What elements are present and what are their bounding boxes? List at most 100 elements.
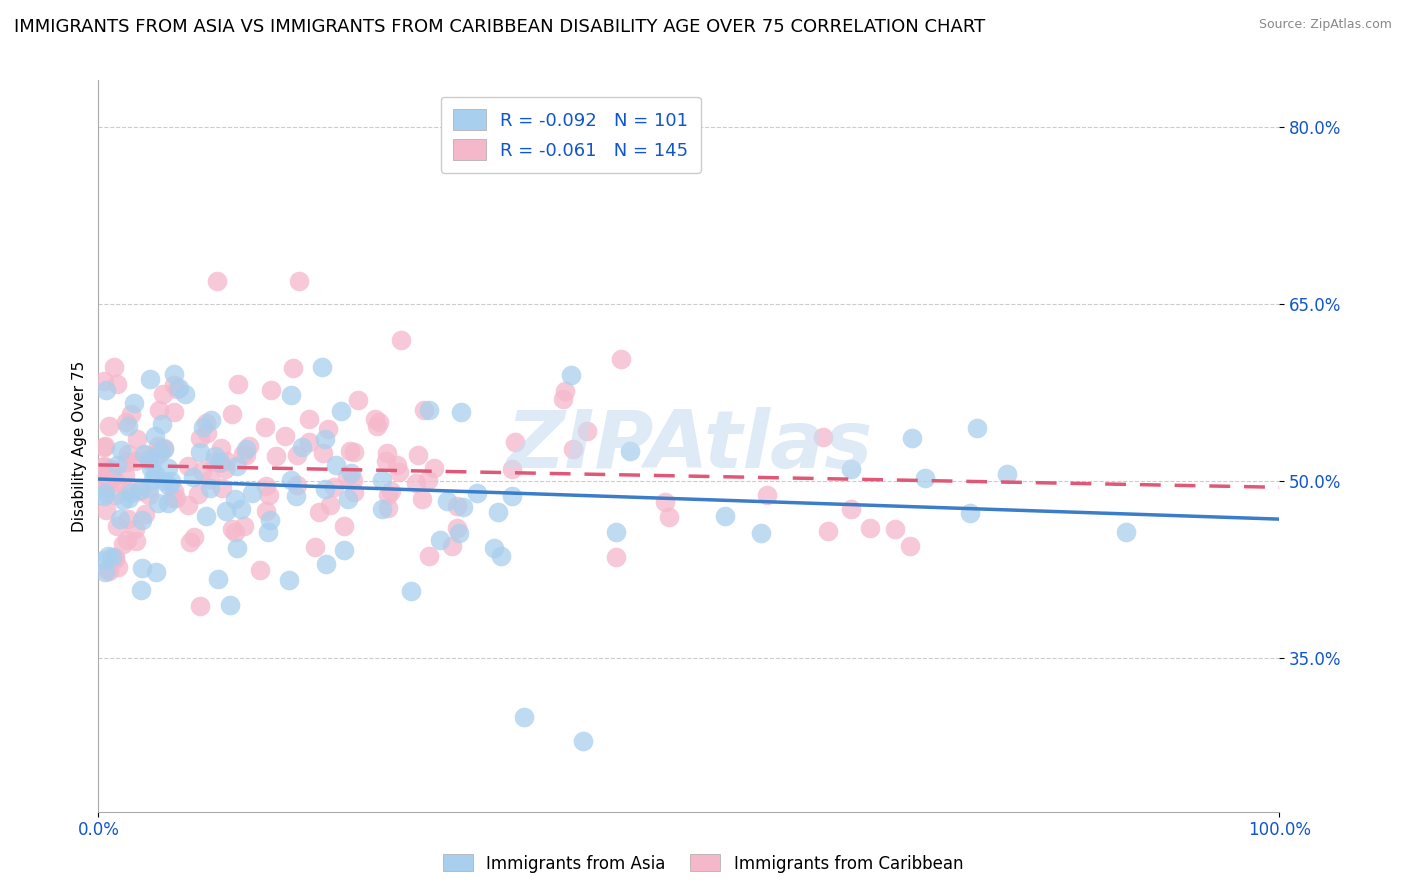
Point xyxy=(575,424,598,438)
Point xyxy=(146,439,169,453)
Point xyxy=(218,598,240,612)
Point xyxy=(859,521,882,535)
Point xyxy=(131,514,153,528)
Point xyxy=(162,367,184,381)
Point xyxy=(446,499,468,513)
Point xyxy=(298,412,321,426)
Point xyxy=(966,420,988,434)
Point xyxy=(333,518,356,533)
Point xyxy=(429,533,451,547)
Point xyxy=(98,418,121,433)
Point xyxy=(146,496,169,510)
Point xyxy=(105,458,128,473)
Point xyxy=(104,551,127,566)
Point xyxy=(322,480,344,494)
Point xyxy=(157,496,180,510)
Point xyxy=(280,388,302,402)
Point xyxy=(260,383,283,397)
Point xyxy=(93,458,115,473)
Point xyxy=(898,539,921,553)
Point xyxy=(101,549,124,564)
Point xyxy=(94,502,117,516)
Point xyxy=(377,488,399,502)
Point xyxy=(364,411,387,425)
Point xyxy=(179,534,201,549)
Point xyxy=(224,525,246,540)
Point xyxy=(108,512,131,526)
Point xyxy=(112,493,135,508)
Point xyxy=(153,442,176,457)
Point xyxy=(100,462,122,476)
Point xyxy=(839,502,862,516)
Point xyxy=(436,494,458,508)
Point xyxy=(883,522,905,536)
Point xyxy=(959,506,981,520)
Point xyxy=(105,376,128,391)
Point xyxy=(120,407,142,421)
Point xyxy=(150,417,173,432)
Point xyxy=(304,540,326,554)
Point xyxy=(332,543,354,558)
Point xyxy=(406,448,429,462)
Point xyxy=(273,429,295,443)
Point xyxy=(105,475,128,489)
Point xyxy=(153,475,176,489)
Point xyxy=(101,470,124,484)
Point xyxy=(115,455,138,469)
Point xyxy=(163,378,186,392)
Point xyxy=(188,431,211,445)
Point xyxy=(235,448,257,462)
Point xyxy=(209,456,232,470)
Point xyxy=(416,473,439,487)
Point xyxy=(165,491,187,506)
Point xyxy=(117,419,139,434)
Point xyxy=(609,351,631,366)
Point xyxy=(128,483,150,497)
Point xyxy=(188,445,211,459)
Point xyxy=(281,361,304,376)
Point xyxy=(446,521,468,535)
Point xyxy=(314,482,336,496)
Point xyxy=(138,488,160,502)
Point xyxy=(211,481,233,495)
Point xyxy=(311,360,333,375)
Point xyxy=(343,485,366,500)
Point xyxy=(195,425,218,440)
Point xyxy=(839,462,862,476)
Point xyxy=(315,557,337,571)
Point xyxy=(554,384,576,399)
Point xyxy=(340,466,363,480)
Point xyxy=(93,553,115,567)
Point xyxy=(104,549,127,564)
Point xyxy=(422,461,444,475)
Point xyxy=(215,504,238,518)
Y-axis label: Disability Age Over 75: Disability Age Over 75 xyxy=(72,360,87,532)
Point xyxy=(110,443,132,458)
Point xyxy=(368,415,391,429)
Point xyxy=(96,562,118,576)
Point xyxy=(93,464,115,478)
Point xyxy=(339,443,361,458)
Point xyxy=(285,448,308,462)
Point xyxy=(249,563,271,577)
Point xyxy=(114,468,136,483)
Point xyxy=(225,459,247,474)
Point xyxy=(198,481,221,495)
Point xyxy=(811,429,834,443)
Text: IMMIGRANTS FROM ASIA VS IMMIGRANTS FROM CARIBBEAN DISABILITY AGE OVER 75 CORRELA: IMMIGRANTS FROM ASIA VS IMMIGRANTS FROM … xyxy=(14,18,986,36)
Point xyxy=(157,479,180,493)
Point xyxy=(97,564,120,578)
Point xyxy=(94,486,117,500)
Point xyxy=(562,442,585,456)
Point xyxy=(174,387,197,401)
Point xyxy=(1115,525,1137,540)
Point xyxy=(93,441,115,455)
Point xyxy=(571,734,593,748)
Point xyxy=(388,466,411,480)
Point xyxy=(447,526,470,541)
Point xyxy=(125,534,148,549)
Point xyxy=(103,359,125,374)
Point xyxy=(124,453,146,467)
Point xyxy=(914,471,936,485)
Point xyxy=(280,473,302,487)
